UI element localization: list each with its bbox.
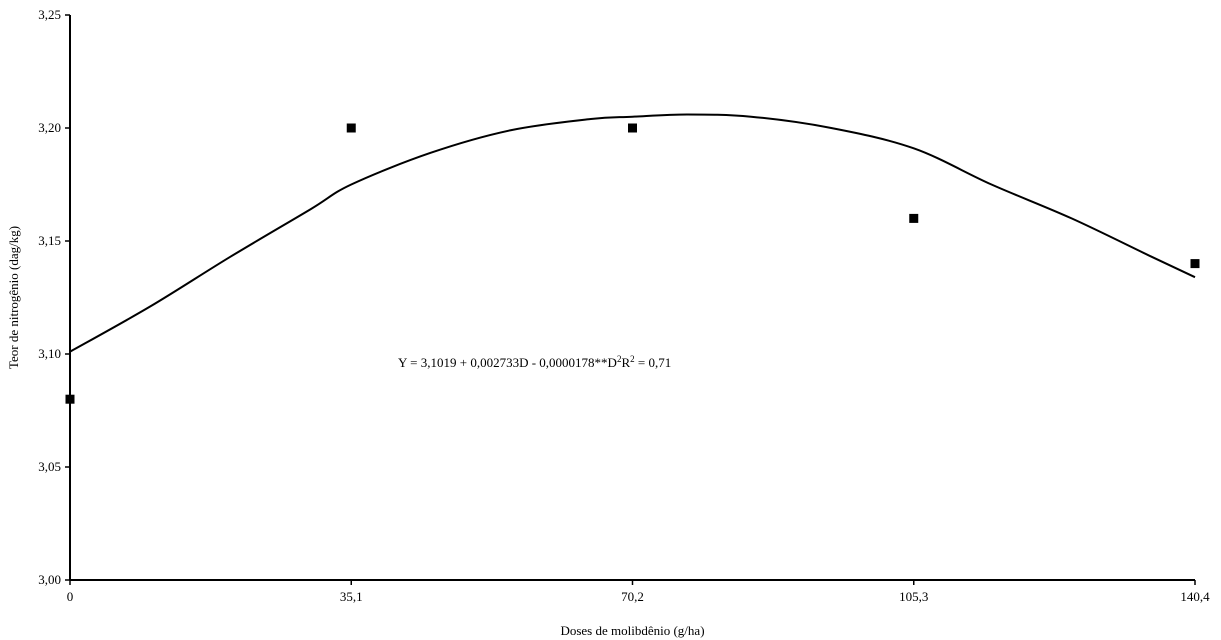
x-axis-title: Doses de molibdênio (g/ha) bbox=[560, 623, 704, 638]
y-tick-label: 3,05 bbox=[38, 459, 61, 474]
eq-sup1: 2 bbox=[617, 354, 622, 364]
data-point bbox=[346, 123, 356, 133]
y-tick-label: 3,10 bbox=[38, 346, 61, 361]
trend-line bbox=[69, 113, 1196, 353]
axes bbox=[69, 15, 1195, 581]
regression-equation: Y = 3,1019 + 0,002733D - 0,0000178**D2R2… bbox=[398, 354, 671, 370]
eq-middle: R bbox=[621, 355, 630, 370]
y-tick-label: 3,15 bbox=[38, 233, 61, 248]
y-tick-label: 3,25 bbox=[38, 7, 61, 22]
x-tick-label: 0 bbox=[67, 589, 74, 604]
data-point bbox=[909, 213, 919, 223]
y-axis-title: Teor de nitrogênio (dag/kg) bbox=[6, 226, 21, 369]
eq-prefix: Y = 3,1019 + 0,002733D - 0,0000178**D bbox=[398, 355, 617, 370]
x-tick-label: 105,3 bbox=[899, 589, 928, 604]
data-point bbox=[65, 394, 75, 404]
x-tick-label: 35,1 bbox=[340, 589, 363, 604]
data-points bbox=[65, 123, 1200, 404]
y-tick-label: 3,00 bbox=[38, 572, 61, 587]
data-point bbox=[628, 123, 637, 133]
y-ticks: 3,00 3,05 3,10 3,15 3,20 3,25 bbox=[38, 7, 70, 587]
x-tick-label: 140,4 bbox=[1180, 589, 1210, 604]
x-tick-label: 70,2 bbox=[621, 589, 644, 604]
x-ticks: 0 35,1 70,2 105,3 140,4 bbox=[67, 580, 1210, 604]
y-tick-label: 3,20 bbox=[38, 120, 61, 135]
eq-suffix: = 0,71 bbox=[635, 355, 672, 370]
eq-sup2: 2 bbox=[630, 354, 635, 364]
data-point bbox=[1190, 259, 1200, 269]
